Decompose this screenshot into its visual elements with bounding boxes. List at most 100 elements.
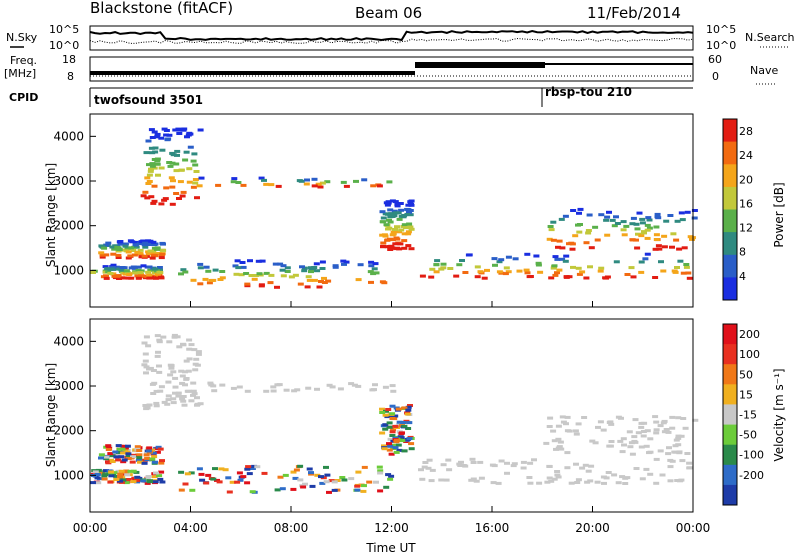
echo-cell	[136, 449, 143, 452]
echo-cell	[156, 370, 163, 374]
echo-cell	[405, 427, 412, 430]
echo-cell	[159, 252, 166, 256]
echo-cell	[686, 276, 693, 280]
echo-cell	[555, 446, 562, 450]
echo-cell	[176, 197, 182, 200]
echo-cell	[684, 210, 691, 214]
echo-cell	[564, 415, 571, 419]
echo-cell	[141, 363, 148, 367]
nave-tick-top: 60	[708, 53, 722, 66]
echo-cell	[386, 442, 392, 446]
echo-cell	[205, 269, 212, 273]
echo-cell	[147, 268, 154, 272]
echo-cell	[98, 471, 105, 475]
echo-cell	[232, 264, 239, 268]
echo-cell	[643, 444, 650, 448]
echo-cell	[127, 469, 134, 473]
echo-cell	[397, 202, 404, 205]
echo-cell	[397, 435, 404, 439]
colorbar-segment	[723, 232, 737, 256]
echo-cell	[388, 474, 395, 478]
echo-cell	[173, 169, 180, 173]
echo-cell	[156, 364, 162, 368]
echo-cell	[163, 133, 170, 137]
echo-cell	[583, 276, 590, 280]
echo-cell	[173, 192, 180, 195]
echo-cell	[405, 244, 412, 248]
colorbar-segment	[723, 209, 737, 233]
echo-cell	[184, 472, 191, 476]
echo-cell	[170, 397, 177, 401]
echo-cell	[575, 223, 581, 227]
echo-cell	[568, 481, 575, 485]
echo-cell	[387, 477, 394, 481]
echo-cell	[146, 163, 152, 167]
echo-cell	[150, 252, 157, 256]
echo-cell	[147, 249, 154, 253]
echo-cell	[263, 271, 270, 275]
echo-cell	[180, 399, 187, 403]
echo-cell	[161, 127, 168, 131]
echo-cell	[568, 241, 575, 245]
echo-cell	[136, 456, 143, 460]
echo-cell	[655, 216, 662, 220]
nsky-frame	[89, 25, 694, 51]
colorbar-tick-label: 15	[739, 388, 753, 401]
echo-cell	[689, 237, 695, 241]
echo-cell	[646, 226, 653, 230]
echo-cell	[477, 270, 484, 274]
echo-cell	[115, 458, 122, 462]
echo-cell	[594, 238, 601, 242]
x-tick-label: 00:00	[676, 521, 711, 535]
echo-cell	[150, 451, 157, 455]
echo-cell	[186, 357, 193, 361]
echo-cell	[233, 272, 240, 276]
echo-cell	[205, 473, 212, 477]
echo-cell	[118, 469, 125, 473]
echo-cell	[573, 462, 579, 466]
colorbar-segment	[723, 444, 737, 466]
echo-cell	[244, 389, 251, 393]
echo-cell	[383, 223, 390, 227]
echo-cell	[178, 470, 185, 474]
echo-cell	[640, 430, 647, 433]
echo-cell	[405, 408, 412, 412]
echo-cell	[638, 425, 645, 429]
echo-cell	[157, 477, 164, 481]
power-colorbar-label: Power [dB]	[772, 182, 786, 247]
echo-cell	[161, 400, 168, 404]
echo-cell	[153, 401, 160, 405]
echo-cell	[562, 214, 569, 218]
echo-cell	[112, 450, 119, 454]
echo-cell	[389, 417, 396, 420]
echo-cell	[554, 473, 561, 477]
echo-cell	[653, 431, 660, 435]
echo-cell	[665, 430, 672, 434]
echo-cell	[105, 270, 112, 274]
echo-cell	[385, 473, 392, 477]
echo-cell	[496, 260, 503, 264]
echo-cell	[142, 190, 149, 194]
echo-cell	[548, 228, 555, 232]
echo-cell	[474, 265, 481, 269]
echo-cell	[661, 430, 668, 434]
echo-cell	[661, 234, 668, 238]
echo-cell	[308, 266, 314, 270]
echo-cell	[120, 444, 127, 448]
echo-cell	[210, 477, 217, 481]
beam-title: Beam 06	[355, 4, 422, 22]
echo-cell	[323, 480, 330, 484]
echo-cell	[370, 272, 377, 276]
echo-cell	[165, 398, 172, 402]
echo-cell	[382, 427, 389, 431]
echo-cell	[502, 272, 509, 276]
power-panel: Slant Range [km] 1000 2000 3000 4000 4 8 12 16…	[44, 113, 786, 308]
echo-cell	[226, 490, 233, 494]
echo-cell	[162, 197, 169, 201]
echo-cell	[543, 441, 550, 445]
echo-cell	[615, 481, 622, 485]
echo-cell	[256, 272, 263, 276]
echo-cell	[396, 420, 403, 424]
y-tick-label: 1000	[53, 263, 84, 277]
colorbar-segment	[723, 384, 737, 405]
